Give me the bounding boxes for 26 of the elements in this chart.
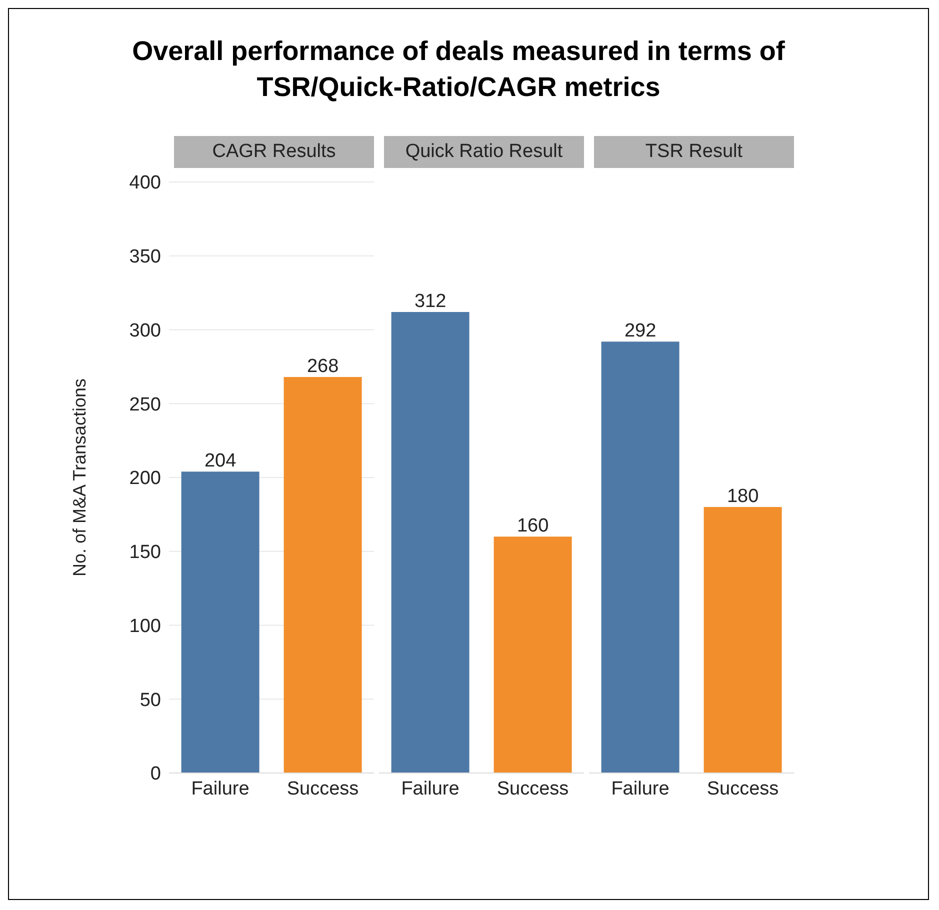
chart-title: TSR Result — [594, 136, 794, 168]
y-tick-label: 400 — [129, 172, 161, 194]
y-tick-label: 50 — [140, 690, 161, 711]
data-label: 160 — [516, 515, 549, 536]
y-tick-label: 350 — [129, 246, 161, 268]
x-tick-label: Failure — [401, 778, 460, 800]
x-tick-label: Success — [496, 778, 569, 800]
x-tick-label: Failure — [191, 778, 250, 800]
data-label: 292 — [624, 320, 656, 342]
text: Overall performance of deals measured in terms of TSR/Quick-Ratio/CAGR metrics — [131, 35, 786, 104]
y-tick-label: 200 — [129, 468, 161, 490]
y-tick-label: 250 — [129, 394, 161, 416]
y-tick-label: 100 — [129, 616, 161, 637]
y-tick-label: 150 — [129, 542, 161, 563]
y-tick-label: 300 — [129, 320, 161, 342]
x-tick-label: Failure — [611, 778, 670, 800]
chart-title: Quick Ratio Result — [384, 136, 584, 168]
y-tick-label: 0 — [150, 764, 161, 785]
data-label: 268 — [306, 356, 339, 377]
data-label: 312 — [414, 290, 446, 312]
x-tick-label: Success — [706, 778, 779, 800]
chart-title: CAGR Results — [174, 136, 374, 168]
x-tick-label: Success — [286, 778, 359, 800]
data-label: 204 — [204, 450, 237, 472]
y-axis-title: No. of M&A Transactions — [69, 378, 90, 576]
data-label: 180 — [726, 486, 759, 507]
